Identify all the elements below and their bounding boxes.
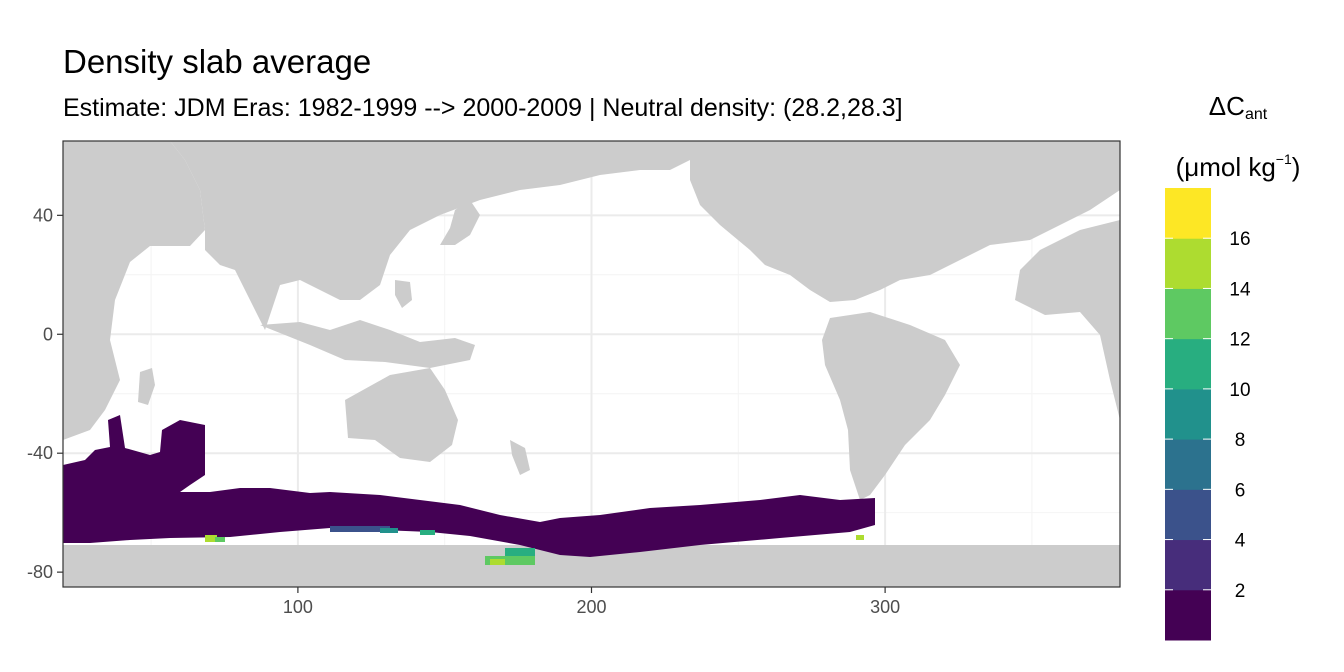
- legend-swatch: [1165, 489, 1211, 541]
- legend-swatch: [1165, 589, 1211, 641]
- land-africa: [63, 141, 205, 440]
- legend-swatch: [1165, 439, 1211, 490]
- legend-swatch: [1165, 188, 1211, 239]
- y-tick-label: -80: [27, 562, 53, 582]
- hotspot-prydz-bay: [205, 535, 217, 542]
- legend-label: 8: [1235, 430, 1246, 451]
- anthropogenic-carbon-field: [63, 415, 875, 565]
- y-tick-label: 40: [33, 205, 53, 225]
- chart-subtitle: Estimate: JDM Eras: 1982-1999 --> 2000-2…: [63, 94, 903, 122]
- hotspot-adelie-coast-b: [380, 528, 398, 533]
- land-eurasia: [170, 141, 690, 330]
- legend-label: 12: [1229, 330, 1250, 351]
- land-new-zealand: [510, 440, 530, 475]
- legend-label: 6: [1235, 480, 1246, 501]
- hotspot-weddell: [856, 535, 864, 540]
- chart-title: Density slab average: [63, 43, 372, 80]
- y-tick-label: 0: [43, 324, 53, 344]
- land-north-america: [690, 141, 1120, 302]
- land-madagascar: [138, 368, 155, 405]
- legend-title-line2: (μmol kg−1): [1175, 151, 1301, 182]
- southern-ocean-band: [63, 415, 875, 557]
- x-tick-label: 200: [576, 597, 606, 617]
- hotspot-adelie-coast-c: [420, 530, 435, 535]
- land-mask: [63, 141, 1120, 587]
- x-tick-label: 300: [870, 597, 900, 617]
- land-south-america: [822, 312, 960, 500]
- hotspot-ross-sea: [485, 556, 535, 565]
- hotspot-ross-sea-c: [490, 559, 505, 565]
- legend-label: 16: [1229, 229, 1250, 250]
- land-antarctica: [63, 545, 1120, 587]
- legend-label: 4: [1235, 531, 1246, 552]
- legend-swatch: [1165, 388, 1211, 440]
- y-tick-label: -40: [27, 443, 53, 463]
- legend-label: 2: [1235, 581, 1246, 602]
- legend-title: ΔCant (μmol kg−1): [1150, 84, 1326, 189]
- legend-label: 14: [1229, 279, 1251, 300]
- hotspot-adelie-coast: [330, 526, 390, 532]
- land-japan: [440, 200, 480, 245]
- hotspot-ross-sea-b: [505, 548, 535, 556]
- legend-swatch: [1165, 238, 1211, 289]
- legend-swatch: [1165, 539, 1211, 591]
- legend-swatch: [1165, 288, 1211, 340]
- legend-colorbar: 2 4 6 8 10 12 14 16: [1165, 188, 1251, 641]
- land-africa-west: [1015, 220, 1120, 420]
- x-tick-label: 100: [283, 597, 313, 617]
- land-australia: [345, 368, 458, 462]
- hotspot-prydz-bay-b: [215, 537, 225, 542]
- land-philippines: [395, 280, 412, 308]
- legend-label: 10: [1229, 380, 1250, 401]
- legend-swatch: [1165, 338, 1211, 390]
- legend-title-line1: ΔCant: [1208, 91, 1268, 123]
- land-maritime-asia: [260, 320, 475, 368]
